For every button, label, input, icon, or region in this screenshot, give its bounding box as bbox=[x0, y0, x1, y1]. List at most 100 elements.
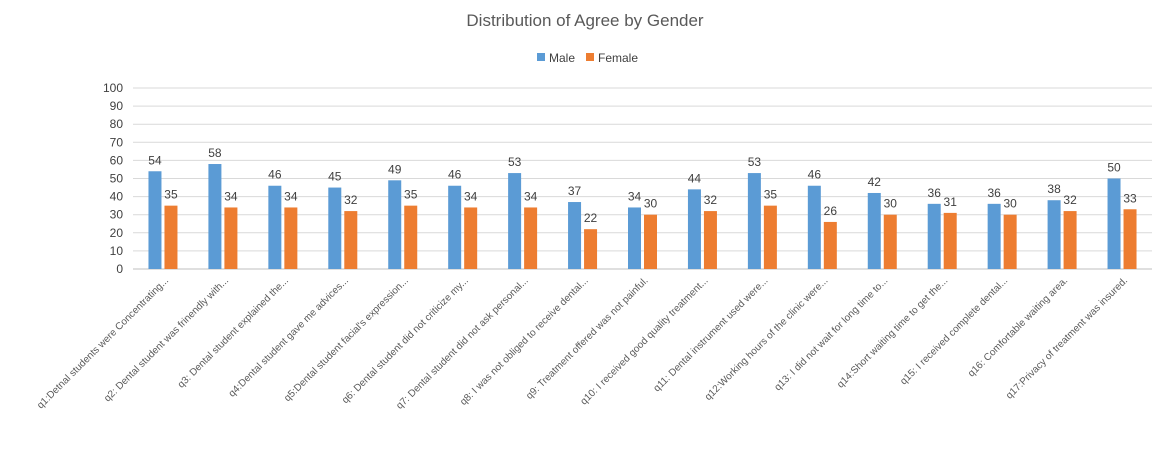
data-label-male: 53 bbox=[748, 155, 762, 169]
y-tick-label: 30 bbox=[110, 208, 124, 222]
x-tick-label: q16: Comfortable waiting area. bbox=[966, 275, 1070, 379]
x-tick-label: q12:Working hours of the clinic were... bbox=[703, 275, 831, 403]
x-tick-label: q6: Dental student did not criticize my.… bbox=[340, 275, 471, 406]
legend-swatch-male bbox=[537, 53, 545, 61]
data-label-female: 22 bbox=[584, 211, 598, 225]
gridlines bbox=[133, 87, 1152, 270]
bar-male bbox=[987, 203, 1001, 269]
data-label-male: 54 bbox=[148, 153, 162, 167]
data-label-male: 36 bbox=[928, 186, 942, 200]
y-axis: 0 10 20 30 40 50 60 70 80 90 100 bbox=[103, 81, 123, 276]
x-axis: q1:Detnal students were Concentrating...… bbox=[35, 275, 1130, 411]
data-label-male: 53 bbox=[508, 155, 522, 169]
data-label-male: 46 bbox=[448, 168, 462, 182]
data-label-female: 30 bbox=[644, 197, 658, 211]
data-label-female: 34 bbox=[464, 189, 478, 203]
y-tick-label: 80 bbox=[110, 117, 124, 131]
bar-male bbox=[867, 192, 881, 269]
data-label-male: 44 bbox=[688, 171, 702, 185]
bar-female bbox=[644, 214, 657, 269]
bar-female bbox=[344, 211, 358, 269]
data-label-male: 45 bbox=[328, 170, 342, 184]
chart-title: Distribution of Agree by Gender bbox=[466, 11, 704, 30]
data-label-male: 38 bbox=[1047, 182, 1061, 196]
bars bbox=[148, 164, 1137, 269]
x-tick-label: q15: I received complete dental... bbox=[898, 275, 1010, 387]
data-label-male: 49 bbox=[388, 162, 402, 176]
bar-female bbox=[1123, 209, 1137, 269]
bar-female bbox=[524, 207, 538, 269]
bar-male bbox=[687, 189, 701, 269]
bar-male bbox=[268, 185, 282, 269]
data-label-female: 30 bbox=[884, 197, 898, 211]
bar-female bbox=[464, 207, 478, 269]
bar-female bbox=[703, 211, 717, 269]
bar-male bbox=[807, 185, 821, 269]
y-tick-label: 60 bbox=[110, 153, 124, 167]
bar-female bbox=[823, 221, 837, 269]
x-tick-label: q7: Dental student did not ask personal.… bbox=[394, 275, 530, 411]
data-label-male: 58 bbox=[208, 146, 222, 160]
x-tick-label: q13: I did not wait for long time to... bbox=[773, 275, 891, 393]
x-tick-label: q9: Treatment offered was not painful. bbox=[524, 275, 650, 401]
x-tick-label: q17:Privacy of treatment was insured. bbox=[1004, 275, 1130, 401]
data-label-female: 35 bbox=[404, 188, 418, 202]
x-tick-label: q1:Detnal students were Concentrating... bbox=[35, 275, 171, 411]
data-label-male: 37 bbox=[568, 184, 582, 198]
bar-male bbox=[747, 173, 761, 269]
data-label-female: 34 bbox=[284, 189, 298, 203]
bar-female bbox=[1003, 214, 1017, 269]
bar-female bbox=[224, 207, 238, 269]
data-label-female: 32 bbox=[1063, 193, 1077, 207]
bar-male bbox=[328, 187, 342, 269]
y-tick-label: 100 bbox=[103, 81, 123, 95]
x-tick-label: q10: I received good quality treatment..… bbox=[579, 275, 711, 407]
data-label-female: 31 bbox=[944, 195, 958, 209]
bar-male bbox=[568, 202, 582, 269]
data-label-female: 35 bbox=[764, 188, 778, 202]
data-label-female: 35 bbox=[164, 188, 178, 202]
data-label-female: 33 bbox=[1123, 191, 1137, 205]
x-tick-label: q2: Dental student was frinendly with... bbox=[102, 275, 231, 404]
legend-swatch-female bbox=[586, 53, 594, 61]
data-label-female: 32 bbox=[704, 193, 718, 207]
bar-female bbox=[164, 205, 178, 269]
data-label-male: 42 bbox=[868, 175, 882, 189]
bar-male bbox=[1107, 178, 1121, 269]
bar-male bbox=[148, 171, 162, 269]
x-tick-label: q4:Dental student gave me advices... bbox=[227, 275, 351, 399]
bar-male bbox=[388, 180, 402, 269]
bar-female bbox=[404, 205, 418, 269]
y-tick-label: 0 bbox=[116, 262, 123, 276]
bar-male bbox=[448, 185, 462, 269]
y-tick-label: 70 bbox=[110, 135, 124, 149]
bar-female bbox=[883, 214, 897, 269]
data-label-male: 46 bbox=[268, 168, 282, 182]
data-label-female: 32 bbox=[344, 193, 358, 207]
y-tick-label: 40 bbox=[110, 190, 124, 204]
data-label-male: 50 bbox=[1107, 161, 1121, 175]
y-tick-label: 90 bbox=[110, 99, 124, 113]
x-tick-label: q3: Dental student explained the... bbox=[176, 275, 291, 390]
bar-female bbox=[584, 229, 598, 269]
y-tick-label: 50 bbox=[110, 172, 124, 186]
bar-male bbox=[208, 164, 222, 269]
x-tick-label: q8: I was not obliged to receive dental.… bbox=[458, 275, 590, 407]
legend-label-male: Male bbox=[549, 51, 575, 65]
legend-label-female: Female bbox=[598, 51, 638, 65]
x-tick-label: q5:Dental student facial's expression... bbox=[282, 275, 411, 404]
x-tick-label: q14:Short waiting time to get the... bbox=[835, 275, 950, 390]
data-label-male: 36 bbox=[987, 186, 1001, 200]
y-tick-label: 10 bbox=[110, 244, 124, 258]
data-label-male: 46 bbox=[808, 168, 822, 182]
bar-male bbox=[508, 173, 522, 269]
data-label-female: 30 bbox=[1003, 197, 1017, 211]
x-tick-label: q11: Dental instrument used were... bbox=[652, 275, 771, 394]
bar-male bbox=[628, 207, 641, 269]
bar-female bbox=[943, 212, 957, 269]
y-tick-label: 20 bbox=[110, 226, 124, 240]
data-label-male: 34 bbox=[628, 189, 642, 203]
bar-male bbox=[927, 203, 941, 269]
